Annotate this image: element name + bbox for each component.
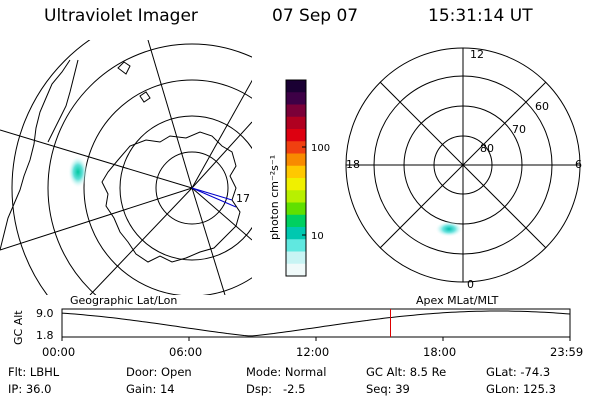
colorbar-segment [286, 239, 306, 252]
colorbar-segment [286, 165, 306, 179]
colorbar-segment [286, 263, 306, 277]
meridian [191, 187, 226, 295]
apex-map-label: Apex MLat/MLT [416, 294, 499, 307]
sun-direction-line [191, 187, 237, 208]
meridian [191, 79, 252, 189]
mlt-label-top: 12 [470, 48, 484, 61]
lat-circle [83, 79, 252, 295]
lat-circle [119, 115, 252, 261]
timeline-ylabel: GC Alt [12, 310, 25, 345]
info-ip: IP: 36.0 [8, 382, 52, 396]
colorbar-segment [286, 190, 306, 203]
timeline-ytick: 9.0 [36, 307, 54, 320]
colorbar-tick-label: 10 [311, 231, 324, 242]
island-outline [117, 61, 131, 75]
colorbar-segment [286, 129, 306, 142]
colorbar-segment [286, 202, 306, 216]
colorbar-segment [286, 214, 306, 228]
colorbar-segment [286, 178, 306, 191]
meridian [0, 187, 193, 251]
altitude-timeline [61, 308, 571, 341]
colorbar [285, 79, 307, 277]
info-glon: GLon: 125.3 [486, 382, 556, 396]
info-door: Door: Open [126, 365, 192, 379]
meridian [191, 187, 252, 241]
timeline-xtick-label: 06:00 [169, 345, 203, 359]
timeline-xtick-label: 23:59 [550, 345, 584, 359]
colorbar-segment [286, 227, 306, 240]
south-america-coastline [0, 59, 71, 251]
lat-circle [155, 151, 229, 225]
image-date: 07 Sep 07 [272, 6, 359, 26]
mlat-label: 70 [512, 123, 526, 136]
timeline-xtick-label: 18:00 [423, 345, 457, 359]
info-flt: Flt: LBHL [8, 365, 60, 379]
mlt-label-bottom: 0 [467, 278, 474, 291]
image-time: 15:31:14 UT [428, 6, 533, 26]
timeline-xtick-label: 12:00 [296, 345, 330, 359]
info-gcalt: GC Alt: 8.5 Re [366, 365, 447, 379]
colorbar-unit-label: photon cm⁻²s⁻¹ [268, 155, 281, 240]
mlat-label: 60 [535, 100, 549, 113]
mlat-label: 80 [480, 142, 494, 155]
colorbar-segment [286, 141, 306, 154]
geographic-map [0, 40, 252, 295]
colorbar-segment [286, 104, 306, 118]
colorbar-tick-label: 100 [311, 143, 330, 154]
timeline-xtick-label: 00:00 [42, 345, 76, 359]
info-gain: Gain: 14 [126, 382, 175, 396]
meridian [0, 129, 193, 189]
colorbar-segment [286, 153, 306, 167]
meridian [89, 187, 193, 295]
instrument-title: Ultraviolet Imager [44, 6, 198, 26]
colorbar-frame [285, 79, 307, 277]
colorbar-segment [286, 251, 306, 265]
info-mode: Mode: Normal [246, 365, 327, 379]
timeline-ytick: 1.8 [36, 329, 54, 342]
colorbar-segment [286, 92, 306, 105]
info-seq: Seq: 39 [366, 382, 410, 396]
info-glat: GLat: -74.3 [486, 365, 551, 379]
colorbar-segment [286, 116, 306, 130]
colorbar-segment [286, 80, 306, 93]
aurora-emission [435, 221, 463, 237]
geographic-map-label: Geographic Lat/Lon [70, 294, 178, 307]
lat-circle [47, 43, 252, 295]
meridian [147, 40, 193, 189]
mlt-diagonal [379, 81, 547, 249]
mlt-label-right: 6 [575, 158, 582, 171]
meridian-label: 17 [236, 192, 250, 205]
antarctica-coastline [101, 131, 241, 263]
altitude-curve [61, 310, 571, 337]
lat-circle [11, 40, 91, 295]
meridian [191, 121, 252, 189]
sun-direction-line [191, 187, 233, 201]
south-america-coastline [47, 59, 79, 143]
island-outline [139, 91, 151, 103]
magnetic-polar-plot [345, 47, 581, 283]
mlt-label-left: 18 [346, 158, 360, 171]
timeline-frame [61, 308, 571, 338]
info-dsp: Dsp: -2.5 [246, 382, 306, 396]
aurora-emission [68, 156, 88, 188]
